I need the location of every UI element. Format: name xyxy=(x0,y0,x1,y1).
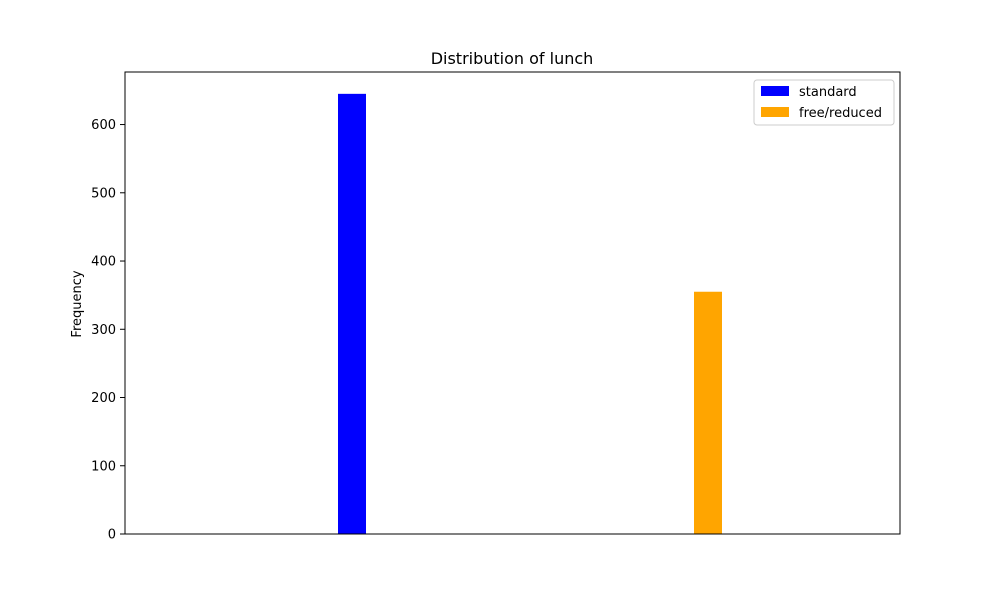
legend-swatch-free-reduced xyxy=(761,107,789,117)
y-tick-label: 100 xyxy=(91,459,116,474)
bars-group xyxy=(338,93,722,534)
y-tick-label: 400 xyxy=(91,255,116,270)
y-tick-label: 300 xyxy=(91,323,116,338)
bar-free-reduced xyxy=(694,291,722,534)
y-tick-label: 500 xyxy=(91,186,116,201)
plot-frame xyxy=(124,71,901,535)
y-axis-ticks: 0 100 200 300 400 500 600 xyxy=(91,118,125,543)
y-axis-label: Frequency xyxy=(70,270,85,337)
y-tick-label: 0 xyxy=(108,528,116,543)
bar-standard xyxy=(338,93,366,534)
chart-title: Distribution of lunch xyxy=(431,49,594,68)
legend: standard free/reduced xyxy=(753,79,895,126)
y-tick-label: 600 xyxy=(91,118,116,133)
y-tick-label: 200 xyxy=(91,391,116,406)
legend-label-free-reduced: free/reduced xyxy=(799,106,882,121)
legend-label-standard: standard xyxy=(799,85,857,100)
legend-swatch-standard xyxy=(761,86,789,96)
